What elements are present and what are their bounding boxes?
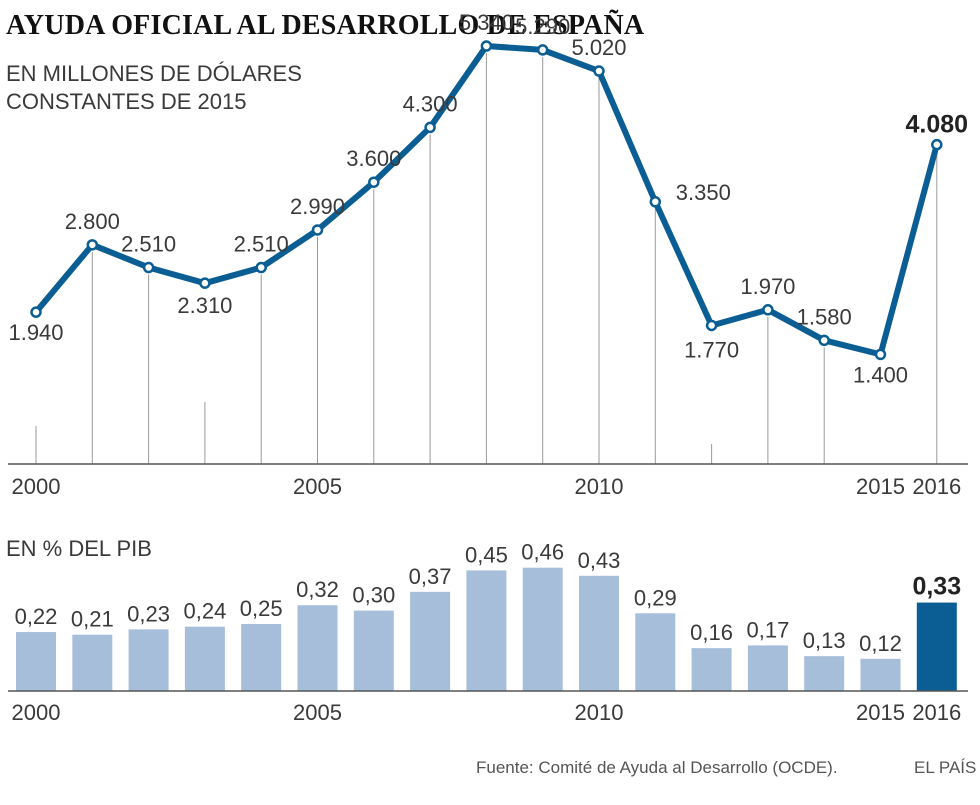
line-value-label: 5.340 xyxy=(459,10,514,35)
bar xyxy=(128,629,169,691)
bar-value-label: 0,21 xyxy=(71,607,114,632)
line-value-label: 5.020 xyxy=(571,35,626,60)
bar-axis-tick-label: 2010 xyxy=(575,700,624,725)
data-point xyxy=(705,319,718,332)
line-value-label: 2.990 xyxy=(290,194,345,219)
bar xyxy=(860,658,901,691)
bar-value-label: 0,25 xyxy=(240,596,283,621)
chart-title: AYUDA OFICIAL AL DESARROLLO DE ESPAÑA xyxy=(6,10,645,41)
data-point xyxy=(424,121,436,134)
data-point xyxy=(199,277,211,289)
line-value-label: 2.510 xyxy=(234,232,289,257)
data-point xyxy=(368,176,380,188)
bar xyxy=(635,613,676,691)
bar xyxy=(353,610,394,691)
bar xyxy=(747,645,788,691)
line-chart-subtitle: EN MILLONES DE DÓLARES CONSTANTES DE 201… xyxy=(6,61,302,114)
line-axis-tick-label: 2010 xyxy=(575,474,624,499)
bar-value-label: 0,32 xyxy=(296,577,339,602)
data-point xyxy=(818,334,830,347)
line-value-label: 3.350 xyxy=(676,180,731,205)
bar xyxy=(579,575,619,691)
bar-value-label: 0,16 xyxy=(690,620,733,645)
line-value-label: 1.940 xyxy=(8,320,63,345)
bar-value-label: 0,13 xyxy=(803,628,846,653)
bar-value-label: 0,30 xyxy=(352,583,395,608)
bar xyxy=(522,567,563,691)
bar-chart-subtitle: EN % DEL PIB xyxy=(6,536,152,561)
bar-value-label: 0,22 xyxy=(15,604,58,629)
line-value-label: 4.080 xyxy=(906,111,969,139)
line-value-label: 4.300 xyxy=(403,91,458,116)
bar-value-label: 0,46 xyxy=(521,540,564,565)
bar xyxy=(16,632,56,691)
bar-value-label: 0,45 xyxy=(465,542,508,567)
bar-chart: 0,22 0,21 0,23 0,24 0,25 0,32 0,30 0,37 0,45 0,46… xyxy=(8,540,968,725)
line-value-label: 1.580 xyxy=(797,304,852,329)
data-point xyxy=(30,306,42,318)
line-axis-tick-label: 2000 xyxy=(12,474,61,499)
bar-axis-tick-label: 2015 xyxy=(856,700,905,725)
line-value-label: 5.290 xyxy=(515,14,570,39)
bar xyxy=(72,634,113,691)
data-point xyxy=(255,261,267,274)
line-axis-tick-label: 2016 xyxy=(912,474,961,499)
bar xyxy=(184,626,225,691)
bar-value-label: 0,12 xyxy=(859,631,902,656)
data-point xyxy=(931,138,943,151)
data-point xyxy=(311,224,324,236)
line-axis-tick-label: 2005 xyxy=(293,474,342,499)
line-value-label: 1.970 xyxy=(740,274,795,299)
bar xyxy=(804,656,845,691)
line-value-label: 1.400 xyxy=(853,362,908,387)
bar xyxy=(691,648,732,691)
line-axis-tick-label: 2015 xyxy=(856,474,905,499)
bar-value-label: 0,23 xyxy=(127,601,170,626)
line-value-label: 2.310 xyxy=(177,293,232,318)
bar-value-label: 0,17 xyxy=(746,617,789,642)
bar xyxy=(410,591,451,691)
data-point xyxy=(86,239,99,251)
data-point xyxy=(874,348,887,361)
bar-axis-tick-label: 2005 xyxy=(293,700,342,725)
line-value-label: 2.510 xyxy=(121,232,176,257)
source-note: Fuente: Comité de Ayuda al Desarrollo (O… xyxy=(476,758,838,777)
line-chart: 1.9402.8002.5102.3102.5102.9903.6004.300… xyxy=(8,10,968,499)
bar-value-label: 0,43 xyxy=(578,548,621,573)
bar-value-label: 0,33 xyxy=(912,573,961,601)
data-point xyxy=(142,261,155,274)
line-value-label: 1.770 xyxy=(684,337,739,362)
data-point xyxy=(762,304,774,316)
bar-value-label: 0,37 xyxy=(409,564,452,589)
data-point xyxy=(480,40,493,52)
bar xyxy=(241,624,282,691)
publisher-brand: EL PAÍS xyxy=(914,758,977,777)
bar-axis-tick-label: 2016 xyxy=(912,700,961,725)
bar-value-label: 0,29 xyxy=(634,585,677,610)
line-value-label: 3.600 xyxy=(346,146,401,171)
bar xyxy=(466,570,507,691)
data-point xyxy=(536,44,549,56)
bar xyxy=(297,605,338,691)
line-value-label: 2.800 xyxy=(65,209,120,234)
bar xyxy=(916,602,957,691)
bar-value-label: 0,24 xyxy=(183,599,226,624)
data-point xyxy=(593,65,605,77)
data-point xyxy=(649,196,662,208)
bar-axis-tick-label: 2000 xyxy=(12,700,61,725)
